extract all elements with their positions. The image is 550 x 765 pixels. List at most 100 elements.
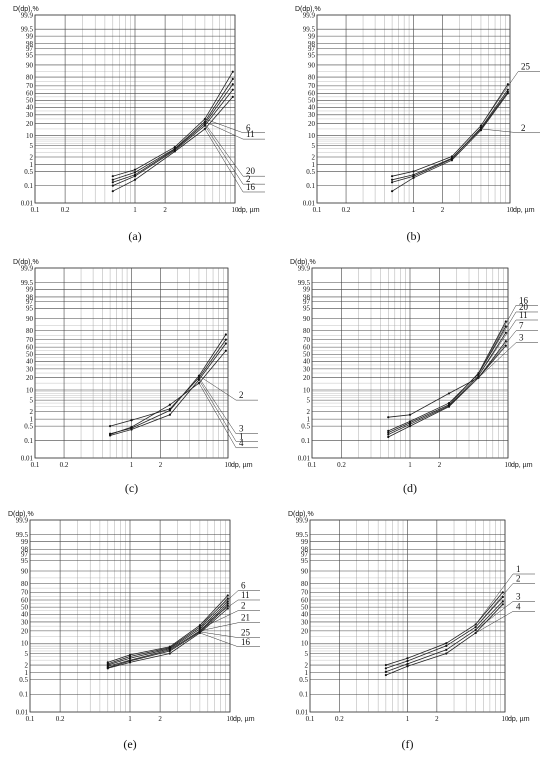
callout-line [204, 121, 244, 140]
x-tick-label: 0.2 [61, 206, 70, 214]
curve-label: 2 [516, 573, 521, 583]
panel-label: (f) [402, 737, 414, 751]
curve-label: 3 [519, 333, 524, 343]
data-point [504, 340, 507, 343]
data-point [501, 603, 504, 606]
y-tick-label: 60 [26, 90, 34, 98]
y-tick-label: 90 [26, 61, 34, 69]
y-tick-label: 99.5 [21, 279, 34, 287]
data-point [130, 426, 133, 429]
y-tick-label: 0.1 [301, 437, 310, 445]
data-point [390, 178, 394, 181]
data-point [406, 657, 409, 660]
y-tick-label: 95 [303, 305, 311, 313]
data-point [501, 595, 504, 599]
x-tick-label: 0.1 [306, 715, 315, 723]
y-tick-label: 10 [26, 132, 34, 140]
y-tick-label: 0.01 [296, 708, 309, 716]
data-point [445, 642, 448, 645]
x-tick-label: 10 [232, 206, 240, 214]
data-point [504, 325, 507, 328]
x-tick-label: 0.2 [335, 715, 344, 723]
data-point [168, 409, 172, 412]
y-tick-label: 1 [25, 669, 29, 677]
curve-label: 4 [239, 438, 244, 448]
y-tick-label: 2 [305, 661, 309, 669]
y-tick-label: 99.9 [303, 11, 316, 19]
data-point [226, 594, 229, 597]
panel-label: (c) [125, 481, 138, 495]
y-tick-label: 99 [301, 538, 309, 546]
y-tick-label: 40 [26, 104, 34, 112]
y-tick-label: 70 [303, 336, 311, 344]
y-tick-label: 40 [26, 358, 34, 366]
curve-label: 16 [241, 637, 251, 647]
data-point [384, 673, 387, 677]
curve-label: 7 [519, 321, 524, 331]
y-tick-label: 80 [26, 73, 34, 81]
chart-panel: 0.010.10.5125102030405060708090959798999… [295, 6, 540, 243]
x-tick-label: 0.1 [31, 206, 40, 214]
data-point [173, 150, 176, 153]
data-point [479, 129, 483, 132]
panel-label: (b) [407, 229, 421, 243]
data-point [133, 171, 137, 174]
callout-line [475, 601, 514, 631]
y-tick-label: 97 [26, 45, 34, 53]
series-line [112, 71, 234, 177]
callout-line [199, 622, 239, 632]
data-point [130, 419, 133, 422]
callout-line [478, 319, 517, 376]
y-tick-label: 98 [26, 293, 34, 301]
data-point [390, 190, 394, 193]
series-line [107, 603, 229, 667]
y-tick-label: 50 [21, 604, 29, 612]
y-tick-label: 0.5 [19, 676, 28, 684]
x-tick-label: 1 [406, 715, 410, 723]
x-tick-label: 0.1 [31, 461, 40, 469]
data-point [387, 416, 390, 419]
data-point [226, 602, 229, 605]
y-tick-label: 70 [26, 336, 34, 344]
curve-label: 11 [519, 310, 528, 320]
y-tick-label: 20 [308, 120, 316, 128]
y-tick-label: 80 [308, 73, 316, 81]
curve-label: 3 [239, 424, 244, 434]
y-tick-label: 98 [301, 546, 309, 554]
data-point [226, 607, 229, 610]
series-line [391, 89, 509, 183]
y-tick-label: 80 [303, 327, 311, 335]
y-tick-label: 1 [305, 669, 309, 677]
curve-label: 11 [246, 129, 255, 139]
data-point [111, 181, 114, 184]
y-tick-label: 95 [308, 51, 316, 59]
y-tick-label: 99.5 [16, 531, 29, 539]
series-line [385, 596, 504, 669]
data-point [387, 435, 390, 439]
data-point [128, 657, 132, 660]
chart-panel: 0.010.10.5125102030405060708090959798999… [13, 259, 258, 495]
y-tick-label: 0.5 [299, 676, 308, 684]
data-point [479, 126, 483, 129]
data-point [406, 659, 409, 663]
y-tick-label: 2 [307, 408, 311, 416]
data-point [130, 428, 133, 431]
y-axis-title: D(dp),% [8, 511, 34, 518]
y-tick-label: 60 [301, 596, 309, 604]
y-tick-label: 2 [312, 153, 316, 161]
curve-label: 11 [241, 590, 250, 600]
data-point [168, 652, 171, 655]
data-point [447, 405, 451, 408]
callout-line [475, 573, 514, 625]
y-tick-label: 99 [303, 286, 311, 294]
series-line [385, 601, 504, 673]
data-point [504, 331, 507, 334]
curve-label: 6 [246, 123, 251, 133]
callout-line [199, 610, 239, 630]
y-tick-label: 5 [312, 142, 316, 150]
callout-line [204, 123, 244, 177]
callout-line [478, 342, 517, 378]
y-tick-label: 60 [303, 344, 311, 352]
x-axis-title: dp, µm [238, 207, 260, 214]
